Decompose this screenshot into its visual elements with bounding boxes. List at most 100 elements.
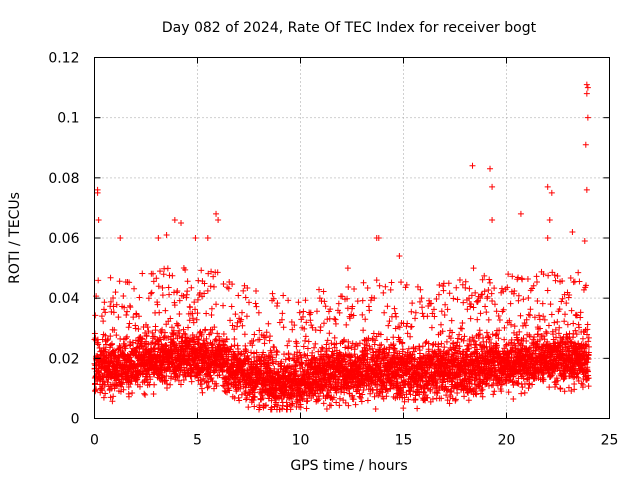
data-point bbox=[399, 339, 406, 346]
data-point bbox=[449, 329, 456, 336]
data-point bbox=[425, 340, 432, 347]
data-point bbox=[251, 393, 258, 400]
data-point bbox=[110, 294, 117, 301]
data-point bbox=[450, 295, 457, 302]
data-point bbox=[377, 331, 384, 338]
data-point bbox=[194, 310, 201, 317]
data-point bbox=[312, 376, 319, 383]
data-point bbox=[254, 361, 261, 368]
data-point bbox=[176, 327, 183, 334]
data-point bbox=[167, 381, 174, 388]
data-point bbox=[300, 308, 307, 315]
data-point bbox=[130, 314, 137, 321]
data-point bbox=[300, 343, 307, 350]
data-point bbox=[404, 349, 411, 356]
data-point bbox=[472, 289, 479, 296]
data-point bbox=[274, 300, 281, 307]
data-point bbox=[374, 381, 381, 388]
data-point bbox=[115, 314, 122, 321]
data-point bbox=[229, 281, 236, 288]
data-point bbox=[159, 284, 166, 291]
data-point bbox=[440, 379, 447, 386]
data-point bbox=[139, 270, 146, 277]
data-point bbox=[333, 389, 340, 396]
data-point bbox=[360, 279, 367, 286]
data-point bbox=[437, 321, 444, 328]
data-point bbox=[545, 322, 552, 329]
data-point bbox=[356, 340, 363, 347]
data-point bbox=[448, 389, 455, 396]
data-point bbox=[124, 308, 131, 315]
data-point bbox=[189, 315, 196, 322]
data-point bbox=[250, 337, 257, 344]
data-point bbox=[266, 353, 273, 360]
data-point bbox=[457, 325, 464, 332]
data-point bbox=[175, 322, 182, 329]
data-point bbox=[168, 373, 175, 380]
data-point bbox=[147, 376, 154, 383]
data-point bbox=[315, 393, 322, 400]
data-point bbox=[397, 390, 404, 397]
data-point bbox=[285, 297, 292, 304]
data-point bbox=[221, 383, 228, 390]
data-point bbox=[454, 339, 461, 346]
data-point bbox=[211, 385, 218, 392]
data-point bbox=[143, 333, 150, 340]
data-point bbox=[121, 304, 128, 311]
data-point bbox=[331, 334, 338, 341]
data-point bbox=[381, 309, 388, 316]
data-point bbox=[199, 365, 206, 372]
data-point bbox=[438, 395, 445, 402]
data-point bbox=[169, 351, 176, 358]
data-point bbox=[235, 346, 242, 353]
data-point bbox=[305, 338, 312, 345]
data-point bbox=[342, 358, 349, 365]
data-point bbox=[424, 394, 431, 401]
data-point bbox=[190, 319, 197, 326]
data-point bbox=[403, 281, 410, 288]
data-point bbox=[320, 320, 327, 327]
data-point bbox=[293, 340, 300, 347]
data-point bbox=[248, 369, 255, 376]
data-point bbox=[216, 371, 223, 378]
data-point bbox=[156, 309, 163, 316]
data-point bbox=[456, 343, 463, 350]
data-point bbox=[292, 362, 299, 369]
data-point bbox=[169, 272, 176, 279]
data-point bbox=[111, 326, 118, 333]
data-point bbox=[226, 387, 233, 394]
data-point bbox=[378, 341, 385, 348]
data-point bbox=[252, 300, 259, 307]
data-point bbox=[219, 369, 226, 376]
data-point bbox=[316, 396, 323, 403]
data-point bbox=[154, 301, 161, 308]
data-point bbox=[448, 317, 455, 324]
data-point bbox=[208, 268, 215, 275]
data-point bbox=[155, 283, 162, 290]
data-point bbox=[304, 345, 311, 352]
data-point bbox=[129, 390, 136, 397]
data-point bbox=[341, 336, 348, 343]
data-point bbox=[446, 366, 453, 373]
data-point bbox=[255, 309, 262, 316]
data-point bbox=[349, 303, 356, 310]
data-point bbox=[195, 336, 202, 343]
data-point bbox=[132, 325, 139, 332]
data-point bbox=[280, 292, 287, 299]
data-point bbox=[152, 327, 159, 334]
data-point bbox=[440, 354, 447, 361]
data-point bbox=[419, 304, 426, 311]
data-point bbox=[438, 340, 445, 347]
data-point bbox=[300, 395, 307, 402]
data-point bbox=[159, 374, 166, 381]
data-point bbox=[434, 390, 441, 397]
data-point bbox=[235, 292, 242, 299]
data-point bbox=[113, 301, 120, 308]
data-point bbox=[237, 351, 244, 358]
data-point bbox=[374, 386, 381, 393]
data-point bbox=[371, 341, 378, 348]
data-point bbox=[443, 338, 450, 345]
data-point bbox=[410, 388, 417, 395]
data-point bbox=[245, 404, 252, 411]
data-point bbox=[316, 286, 323, 293]
